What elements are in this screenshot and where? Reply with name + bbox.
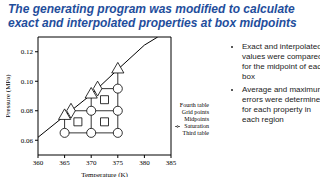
- svg-text:0.06: 0.06: [21, 137, 34, 145]
- html-text:Fourth table: Fourth table: [179, 102, 209, 108]
- html-text:Third table: Third table: [182, 130, 209, 136]
- svg-text:Temperature (K): Temperature (K): [81, 171, 128, 177]
- html-text:Midpoints: Midpoints: [184, 116, 209, 122]
- svg-text:380: 380: [139, 159, 150, 167]
- svg-text:360: 360: [33, 159, 44, 167]
- svg-text:370: 370: [86, 159, 97, 167]
- svg-text:385: 385: [166, 159, 177, 167]
- svg-text:0.10: 0.10: [21, 78, 34, 86]
- html-text:The generating program was mod: The generating program was modified to c…: [8, 2, 297, 30]
- svg-text:365: 365: [59, 159, 70, 167]
- html-text:Saturation: Saturation: [184, 123, 209, 129]
- svg-text:0.08: 0.08: [21, 107, 34, 115]
- svg-text:Pressure (MPa): Pressure (MPa): [8, 74, 12, 118]
- html-text:Grid points: Grid points: [181, 109, 209, 115]
- svg-text:375: 375: [113, 159, 124, 167]
- svg-text:0.12: 0.12: [21, 48, 34, 56]
